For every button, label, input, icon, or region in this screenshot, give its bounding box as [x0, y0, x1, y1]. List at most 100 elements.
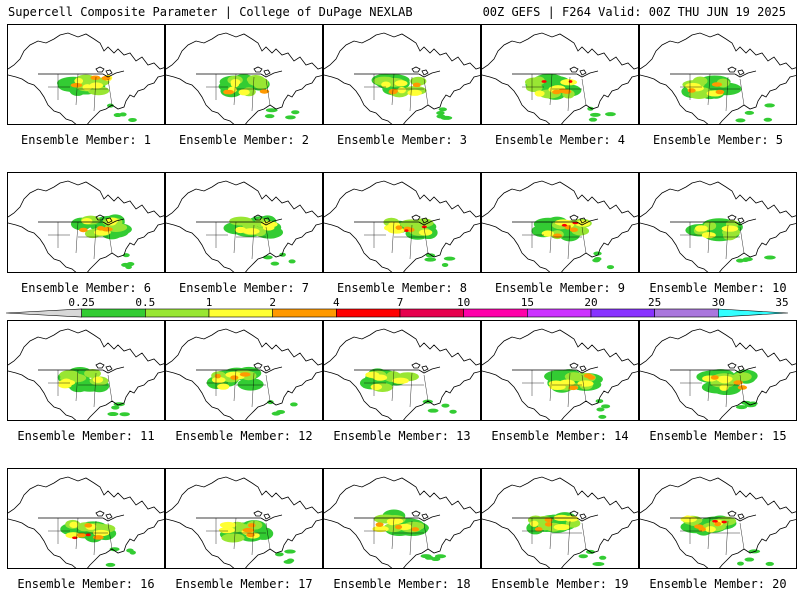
state-borders	[206, 517, 271, 556]
colorbar-tick: 10	[457, 296, 471, 309]
ensemble-member-label: Ensemble Member: 7	[178, 281, 310, 295]
scp-shading	[81, 217, 93, 225]
state-borders	[522, 517, 587, 556]
ensemble-member-label: Ensemble Member: 6	[20, 281, 152, 295]
ensemble-member-map	[323, 24, 481, 125]
us-canada-border	[196, 366, 283, 374]
scp-shading	[285, 115, 296, 120]
scp-shading	[434, 554, 447, 559]
colorbar-tick: 35	[775, 296, 789, 309]
great-lakes	[727, 510, 745, 520]
coastline	[8, 180, 164, 272]
scp-shading	[87, 86, 110, 96]
scp-shading	[411, 527, 420, 532]
state-borders	[522, 221, 587, 260]
scp-shading	[598, 414, 607, 419]
scp-shading	[525, 83, 543, 93]
coastline	[166, 476, 322, 568]
map-canvas	[8, 32, 164, 124]
scp-shading	[427, 408, 439, 413]
scp-shading	[587, 106, 594, 111]
scp-shading	[92, 535, 104, 540]
scp-shading	[229, 216, 253, 226]
scp-shading	[601, 404, 611, 409]
scp-shading	[72, 536, 78, 540]
colorbar-segment	[208, 308, 273, 318]
state-borders	[364, 221, 429, 260]
great-lakes	[569, 66, 587, 76]
ensemble-member-map	[7, 172, 165, 273]
us-canada-border	[38, 366, 125, 374]
state-borders	[364, 73, 429, 112]
ensemble-member-map	[323, 320, 481, 421]
scp-shading	[259, 89, 270, 94]
scp-shading	[79, 227, 88, 233]
map-canvas	[324, 180, 480, 272]
scp-shading	[420, 554, 432, 559]
ensemble-member-map	[481, 172, 639, 273]
us-canada-border	[354, 70, 441, 78]
scp-shading	[712, 519, 718, 523]
colorbar-tick: 15	[520, 296, 534, 309]
scp-shading	[588, 117, 598, 122]
scp-shading	[443, 256, 456, 261]
scp-shading	[606, 265, 615, 270]
us-canada-border	[38, 70, 125, 78]
great-lakes	[411, 214, 429, 224]
scp-shading	[733, 380, 744, 385]
ensemble-member-map	[165, 320, 323, 421]
colorbar-segment	[145, 308, 210, 318]
scp-shading	[438, 107, 447, 112]
scp-shading	[105, 562, 116, 567]
ensemble-member-label: Ensemble Member: 5	[652, 133, 784, 147]
great-lakes	[569, 510, 587, 520]
scp-shading	[553, 524, 571, 531]
scp-shading	[230, 80, 240, 88]
scp-shading	[242, 527, 255, 533]
scp-shading	[111, 405, 120, 410]
scp-field	[371, 73, 453, 120]
map-canvas	[482, 328, 638, 420]
coastline	[324, 180, 480, 272]
ensemble-member-map	[639, 320, 797, 421]
scp-shading	[386, 517, 404, 525]
scp-shading	[237, 377, 264, 391]
colorbar-segment	[527, 308, 592, 318]
scp-shading	[291, 110, 300, 115]
coastline	[8, 476, 164, 568]
scp-shading	[764, 255, 776, 260]
scp-field	[681, 75, 775, 123]
ensemble-member-map	[323, 172, 481, 273]
scp-field	[218, 520, 296, 564]
scp-shading	[732, 372, 752, 382]
scp-field	[531, 216, 615, 270]
scp-shading	[373, 374, 388, 381]
scp-shading	[721, 520, 727, 524]
state-borders	[364, 369, 429, 408]
us-canada-border	[354, 218, 441, 226]
scp-shading	[70, 82, 83, 88]
great-lakes	[95, 214, 113, 224]
scp-shading	[221, 533, 245, 543]
scp-shading	[84, 368, 101, 378]
scp-shading	[217, 383, 230, 390]
coastline	[324, 32, 480, 124]
colorbar-segment	[399, 308, 464, 318]
scp-shading	[560, 79, 578, 86]
scp-shading	[735, 118, 746, 123]
map-canvas	[640, 328, 796, 420]
map-canvas	[482, 180, 638, 272]
coastline	[482, 328, 638, 420]
scp-shading	[275, 552, 284, 557]
scp-shading	[541, 80, 547, 83]
scp-shading	[101, 227, 113, 232]
us-canada-border	[354, 514, 441, 522]
scp-field	[526, 512, 607, 567]
us-canada-border	[670, 514, 757, 522]
scp-shading	[544, 517, 553, 523]
scp-shading	[394, 80, 408, 87]
scp-shading	[264, 114, 275, 119]
ensemble-member-map	[165, 468, 323, 569]
scp-shading	[424, 257, 437, 262]
us-canada-border	[512, 218, 599, 226]
